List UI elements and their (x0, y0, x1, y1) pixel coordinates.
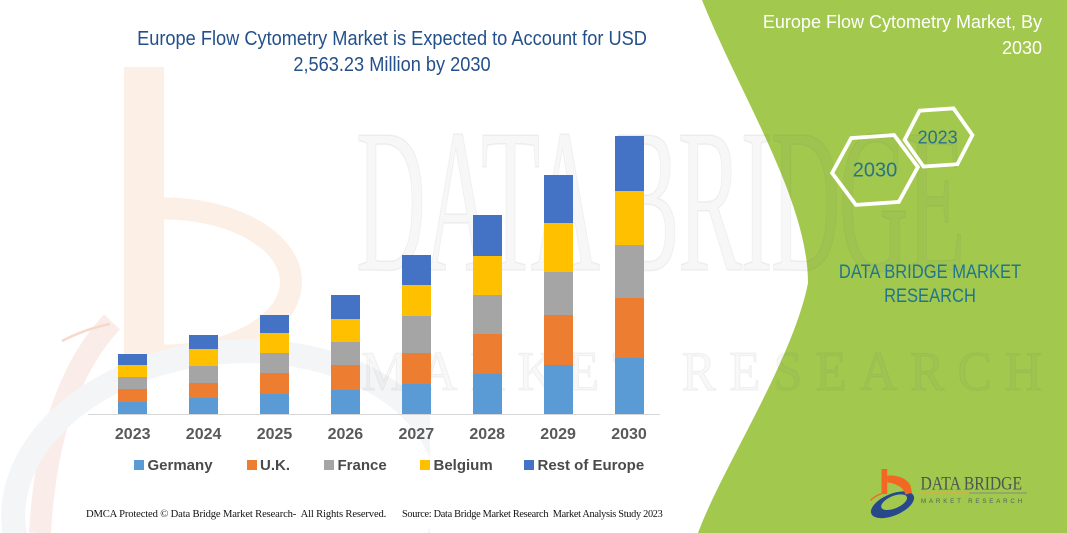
svg-text:2023: 2023 (918, 128, 958, 148)
svg-text:DATA BRIDGE: DATA BRIDGE (921, 474, 1023, 495)
svg-text:MARKET RESEARCH: MARKET RESEARCH (921, 498, 1025, 505)
svg-text:2030: 2030 (853, 160, 898, 182)
